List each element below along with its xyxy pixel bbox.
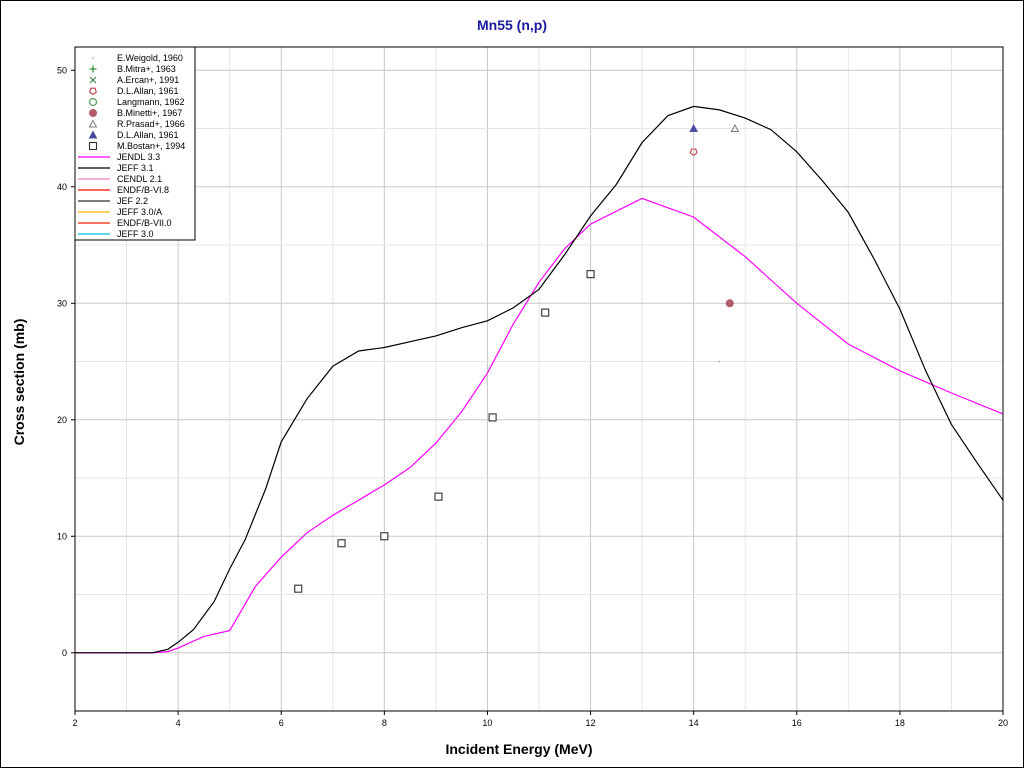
legend-label: M.Bostan+, 1994 xyxy=(117,141,185,151)
legend-label: B.Minetti+, 1967 xyxy=(117,108,182,118)
x-tick-label: 16 xyxy=(792,718,802,728)
data-point xyxy=(718,360,721,363)
legend-marker xyxy=(89,109,97,117)
legend-label: D.L.Allan, 1961 xyxy=(117,86,179,96)
legend-marker xyxy=(88,130,98,139)
data-point xyxy=(380,532,389,541)
legend-label: JEFF 3.0/A xyxy=(117,207,162,217)
data-point xyxy=(689,148,698,156)
legend-marker xyxy=(88,119,98,128)
data-point xyxy=(586,270,595,279)
y-tick-label: 0 xyxy=(62,648,67,658)
data-point xyxy=(725,299,734,308)
x-tick-label: 2 xyxy=(72,718,77,728)
series-line xyxy=(75,105,1004,654)
x-tick-label: 14 xyxy=(689,718,699,728)
plot-area-border xyxy=(74,46,1004,712)
y-tick-label: 30 xyxy=(57,298,67,308)
experimental-points xyxy=(294,123,740,593)
x-axis-title: Incident Energy (MeV) xyxy=(445,741,592,757)
x-tick-label: 8 xyxy=(382,718,387,728)
grid xyxy=(74,47,1004,712)
data-point xyxy=(294,584,303,593)
x-tick-label: 4 xyxy=(176,718,181,728)
y-axis-title: Cross section (mb) xyxy=(11,319,27,446)
legend-marker xyxy=(88,141,98,151)
axis-ticks: 2 4 6 8 10 12 14 16 18 20 0 10 20 30 40 50 xyxy=(57,65,1008,728)
legend-label: Langmann, 1962 xyxy=(117,97,185,107)
marker-stroke xyxy=(89,76,97,84)
chart-title: Mn55 (n,p) xyxy=(477,17,547,33)
data-point xyxy=(730,123,740,133)
y-tick-label: 50 xyxy=(57,65,67,75)
legend-marker xyxy=(89,65,97,73)
x-tick-label: 6 xyxy=(279,718,284,728)
data-point xyxy=(434,492,443,501)
legend-label: ENDF/B-VI.8 xyxy=(117,185,169,195)
legend-label: JEF 2.2 xyxy=(117,196,148,206)
y-tick-label: 10 xyxy=(57,531,67,541)
legend-marker xyxy=(89,76,97,84)
legend-label: JEFF 3.0 xyxy=(117,229,154,239)
legend-label: B.Mitra+, 1963 xyxy=(117,64,176,74)
legend-label: R.Prasad+, 1966 xyxy=(117,119,185,129)
legend-marker xyxy=(89,87,97,96)
legend-marker xyxy=(92,57,94,59)
x-tick-label: 20 xyxy=(998,718,1008,728)
legend-label: ENDF/B-VII.0 xyxy=(117,218,172,228)
legend-label: CENDL 2.1 xyxy=(117,174,162,184)
legend-label: JENDL 3.3 xyxy=(117,152,160,162)
x-tick-label: 18 xyxy=(895,718,905,728)
legend-marker xyxy=(88,97,98,107)
data-point xyxy=(337,539,346,548)
data-point xyxy=(689,123,699,133)
legend-label: D.L.Allan, 1961 xyxy=(117,130,179,140)
x-tick-label: 10 xyxy=(482,718,492,728)
x-tick-label: 12 xyxy=(586,718,596,728)
series-line xyxy=(75,197,1004,654)
legend-label: JEFF 3.1 xyxy=(117,163,154,173)
data-point xyxy=(541,308,550,317)
evaluation-curves xyxy=(75,105,1004,654)
y-tick-label: 20 xyxy=(57,415,67,425)
y-tick-label: 40 xyxy=(57,182,67,192)
legend-label: E.Weigold, 1960 xyxy=(117,53,183,63)
data-point xyxy=(488,413,497,422)
legend-label: A.Ercan+, 1991 xyxy=(117,75,179,85)
